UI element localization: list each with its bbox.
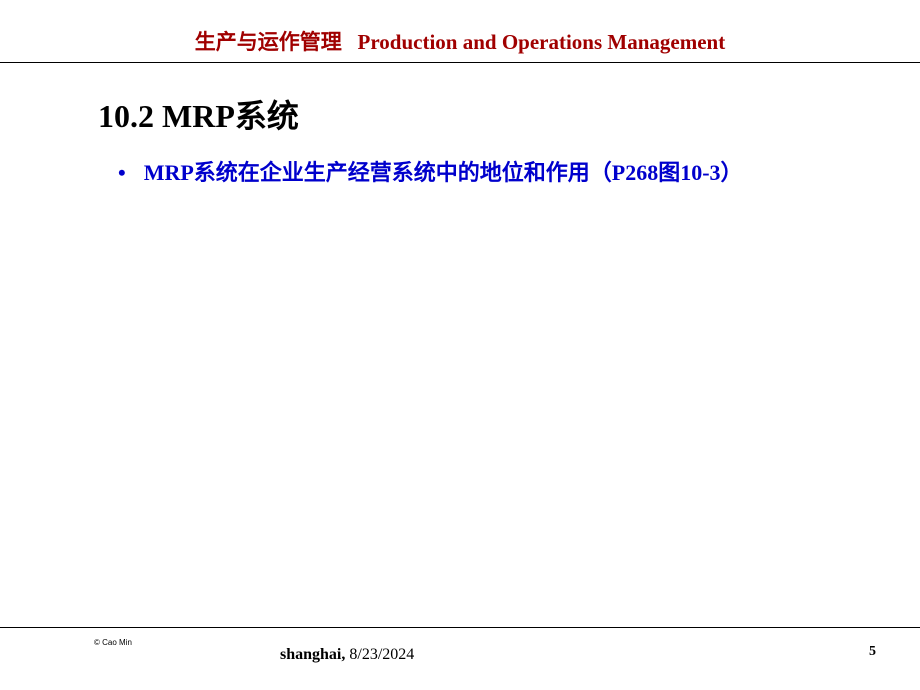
header-divider	[0, 62, 920, 63]
page-number: 5	[869, 644, 876, 660]
slide-header: 生产与运作管理 Production and Operations Manage…	[0, 0, 920, 73]
header-title: 生产与运作管理 Production and Operations Manage…	[195, 30, 725, 54]
bullet-item: • MRP系统在企业生产经营系统中的地位和作用（P268图10-3）	[118, 159, 920, 188]
slide-footer: © Cao Min shanghai, 8/23/2024 5	[0, 627, 920, 668]
header-title-en: Production and Operations Management	[358, 30, 726, 54]
section-number: 10.2	[98, 98, 154, 134]
footer-date: 8/23/2024	[349, 646, 414, 663]
header-title-cn: 生产与运作管理	[195, 30, 342, 54]
copyright-text: © Cao Min	[94, 638, 132, 647]
section-title: 10.2 MRP系统	[98, 91, 920, 137]
footer-row: © Cao Min shanghai, 8/23/2024 5	[0, 638, 920, 668]
footer-divider	[0, 627, 920, 628]
footer-location: shanghai,	[280, 646, 345, 663]
footer-center: shanghai, 8/23/2024	[280, 646, 414, 664]
bullet-marker: •	[118, 159, 126, 188]
section-heading: MRP系统	[162, 98, 299, 134]
bullet-text: MRP系统在企业生产经营系统中的地位和作用（P268图10-3）	[144, 159, 743, 188]
